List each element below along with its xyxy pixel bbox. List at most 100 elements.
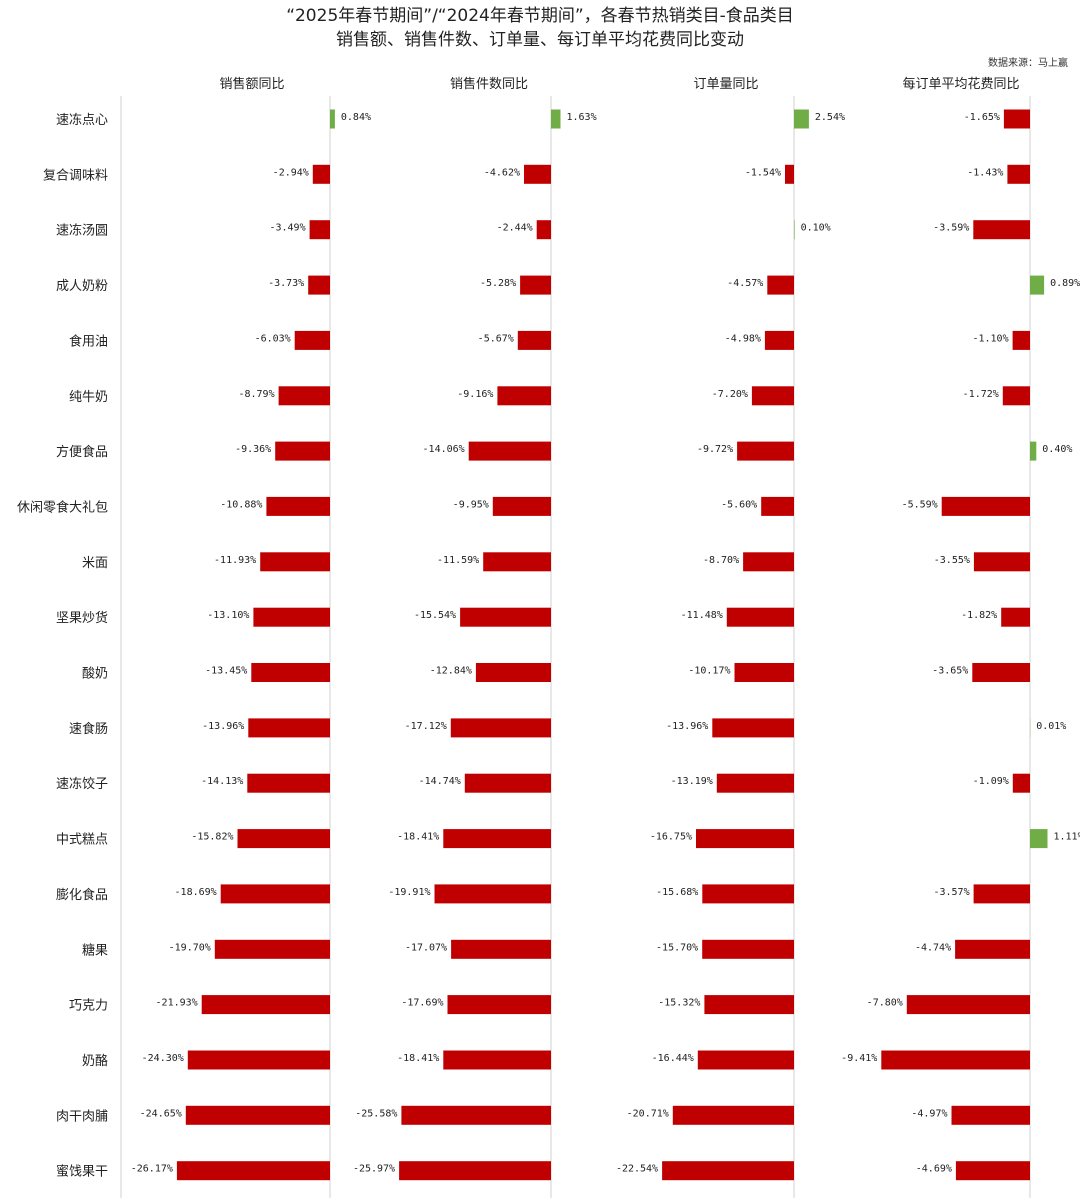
chart-title: “2025年春节期间”/“2024年春节期间”，各春节热销类目-食品类目 销售额… bbox=[0, 4, 1080, 52]
bar bbox=[726, 607, 794, 627]
bar bbox=[483, 552, 551, 572]
bar bbox=[704, 995, 794, 1015]
data-label: -16.75% bbox=[650, 832, 692, 843]
data-label: -1.54% bbox=[745, 167, 781, 178]
data-label: -19.91% bbox=[388, 887, 430, 898]
category-label: 米面 bbox=[82, 556, 108, 571]
bar bbox=[785, 164, 794, 184]
bar bbox=[253, 607, 330, 627]
data-label: -4.62% bbox=[484, 167, 520, 178]
bar bbox=[447, 995, 551, 1015]
panel-title: 订单量同比 bbox=[693, 77, 758, 92]
category-label: 食用油 bbox=[69, 333, 108, 349]
data-label: -1.72% bbox=[963, 389, 999, 400]
data-label: -26.17% bbox=[131, 1164, 173, 1175]
data-label: -17.07% bbox=[405, 942, 447, 953]
bar bbox=[185, 1105, 330, 1125]
bar bbox=[794, 109, 809, 129]
data-label: -17.12% bbox=[405, 721, 447, 732]
panel-title: 销售件数同比 bbox=[450, 76, 528, 92]
bar bbox=[237, 829, 330, 849]
data-label: -1.65% bbox=[964, 112, 1000, 123]
bar bbox=[517, 330, 551, 350]
bar bbox=[434, 884, 551, 904]
data-label: -24.30% bbox=[142, 1053, 184, 1064]
data-label: -21.93% bbox=[156, 998, 198, 1009]
data-label: -13.10% bbox=[207, 610, 249, 621]
bar bbox=[881, 1050, 1030, 1070]
bar bbox=[187, 1050, 330, 1070]
data-label: -18.69% bbox=[175, 887, 217, 898]
bar bbox=[260, 552, 330, 572]
data-label: -24.65% bbox=[140, 1108, 182, 1119]
data-label: -12.84% bbox=[430, 666, 472, 677]
bar bbox=[278, 386, 330, 406]
panel-title: 销售额同比 bbox=[219, 76, 284, 92]
bar bbox=[551, 109, 561, 129]
bar bbox=[761, 496, 794, 516]
data-label: -9.41% bbox=[841, 1053, 877, 1064]
data-label: 0.10% bbox=[801, 223, 831, 234]
bar bbox=[1003, 109, 1030, 129]
data-label: -6.03% bbox=[255, 333, 291, 344]
bar bbox=[399, 1161, 551, 1181]
bar bbox=[401, 1105, 551, 1125]
data-label: -14.06% bbox=[423, 444, 465, 455]
data-label: -13.96% bbox=[202, 721, 244, 732]
bar bbox=[443, 829, 551, 849]
data-label: -15.82% bbox=[191, 832, 233, 843]
category-label: 休闲零食大礼包 bbox=[17, 499, 108, 515]
bar bbox=[764, 330, 794, 350]
category-label: 坚果炒货 bbox=[56, 610, 108, 626]
data-label: -19.70% bbox=[169, 942, 211, 953]
data-label: -5.67% bbox=[478, 333, 514, 344]
bar bbox=[536, 220, 551, 240]
category-label: 酸奶 bbox=[82, 667, 108, 682]
bar bbox=[464, 773, 551, 793]
bar bbox=[972, 663, 1030, 682]
data-label: -1.09% bbox=[973, 776, 1009, 787]
bar bbox=[451, 939, 551, 959]
chart-title-line-2: 销售额、销售件数、订单量、每订单平均花费同比变动 bbox=[336, 30, 744, 50]
data-label: -9.72% bbox=[697, 444, 733, 455]
bar bbox=[201, 995, 330, 1015]
data-label: -3.65% bbox=[932, 666, 968, 677]
bar bbox=[702, 884, 794, 904]
bar bbox=[468, 441, 551, 461]
data-label: -4.98% bbox=[725, 333, 761, 344]
bar bbox=[497, 386, 551, 406]
data-label: 0.40% bbox=[1042, 444, 1072, 455]
data-label: 1.63% bbox=[567, 112, 597, 123]
data-label: -3.59% bbox=[933, 223, 969, 234]
data-label: -10.17% bbox=[688, 666, 730, 677]
bar bbox=[308, 275, 330, 295]
bar bbox=[1012, 773, 1030, 793]
data-label: -25.97% bbox=[353, 1164, 395, 1175]
data-label: -13.19% bbox=[671, 776, 713, 787]
data-label: 1.11% bbox=[1054, 832, 1080, 843]
bar bbox=[696, 829, 794, 849]
data-label: -4.57% bbox=[727, 278, 763, 289]
data-label: -15.54% bbox=[414, 610, 456, 621]
bar bbox=[309, 220, 330, 240]
data-label: -13.96% bbox=[666, 721, 708, 732]
data-label: -22.54% bbox=[616, 1164, 658, 1175]
data-label: -15.68% bbox=[656, 887, 698, 898]
chart-title-line-1: “2025年春节期间”/“2024年春节期间”，各春节热销类目-食品类目 bbox=[286, 6, 794, 26]
bar bbox=[672, 1105, 794, 1125]
data-label: -10.88% bbox=[220, 499, 262, 510]
category-label: 奶酪 bbox=[82, 1053, 108, 1069]
bar bbox=[524, 164, 551, 184]
data-label: -15.70% bbox=[656, 942, 698, 953]
bar bbox=[450, 718, 551, 738]
category-label: 中式糕点 bbox=[56, 833, 108, 848]
data-label: 2.54% bbox=[815, 112, 845, 123]
category-label: 纯牛奶 bbox=[69, 390, 108, 405]
data-label: -20.71% bbox=[627, 1108, 669, 1119]
bar bbox=[460, 607, 551, 627]
bar bbox=[475, 663, 551, 682]
bar bbox=[951, 1105, 1030, 1125]
data-label: -1.43% bbox=[967, 167, 1003, 178]
bar bbox=[702, 939, 794, 959]
